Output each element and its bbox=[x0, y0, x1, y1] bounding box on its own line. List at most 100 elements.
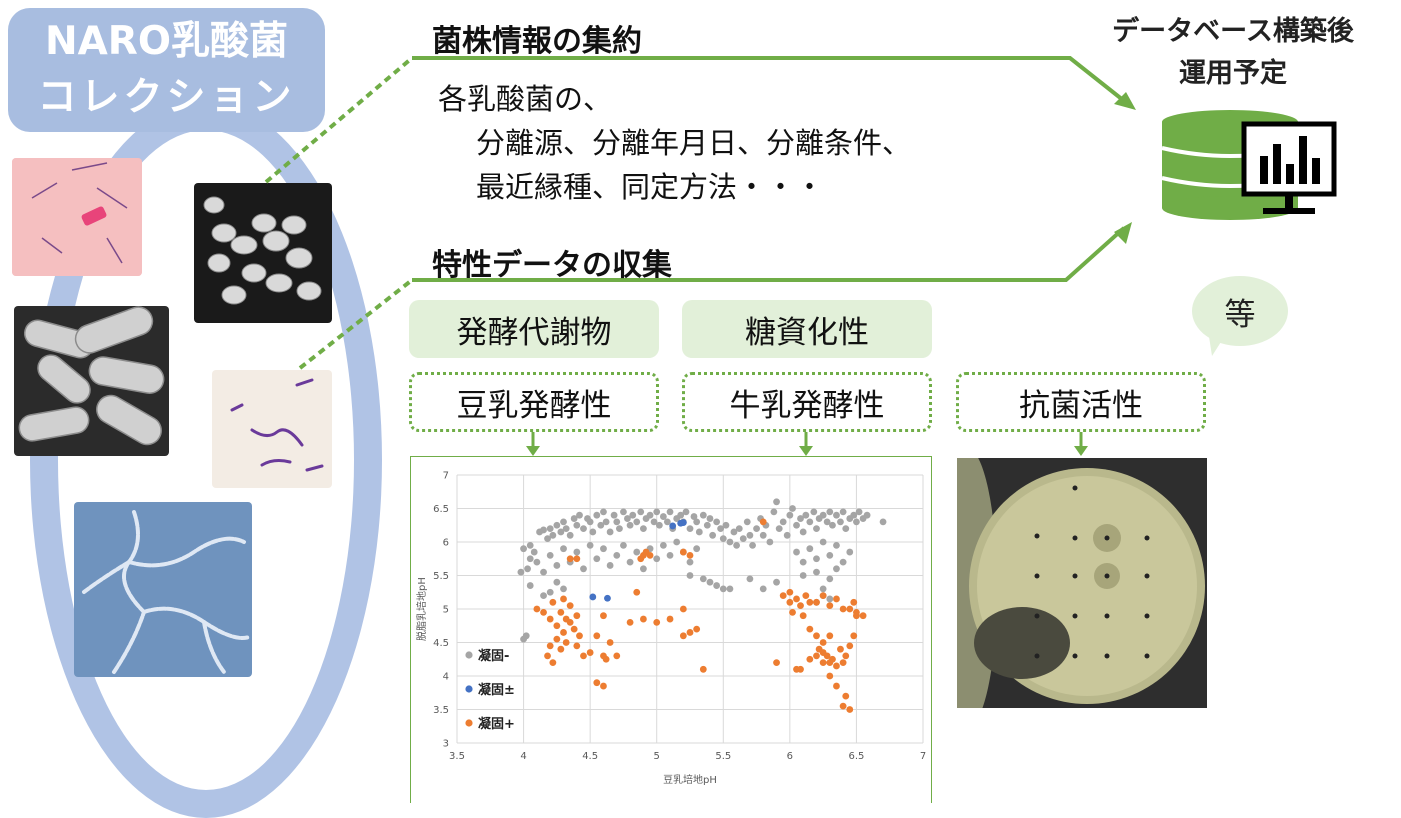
data-point bbox=[813, 598, 820, 606]
data-point bbox=[557, 608, 565, 616]
data-point bbox=[570, 515, 578, 522]
data-point bbox=[553, 635, 561, 643]
data-point bbox=[743, 518, 751, 526]
data-point bbox=[690, 513, 698, 520]
data-point bbox=[826, 672, 834, 680]
data-point bbox=[593, 679, 601, 687]
data-point bbox=[666, 508, 674, 516]
data-point bbox=[650, 518, 658, 526]
data-point bbox=[797, 665, 804, 673]
data-point bbox=[799, 528, 807, 536]
data-point bbox=[616, 525, 623, 532]
data-point bbox=[693, 545, 701, 553]
data-point bbox=[640, 615, 647, 623]
data-point bbox=[759, 585, 767, 593]
x-tick-label: 6.5 bbox=[848, 751, 864, 762]
x-tick-label: 6 bbox=[787, 751, 793, 762]
data-point bbox=[819, 585, 827, 593]
data-point bbox=[850, 632, 858, 640]
x-tick-label: 7 bbox=[920, 751, 926, 762]
data-point bbox=[863, 511, 871, 519]
data-point bbox=[786, 588, 794, 596]
data-point bbox=[839, 702, 847, 710]
data-point bbox=[540, 608, 547, 616]
chip-fermentation-metabolites: 発酵代謝物 bbox=[409, 300, 659, 358]
data-point bbox=[533, 605, 541, 613]
data-point bbox=[793, 521, 800, 529]
data-point bbox=[637, 508, 645, 516]
data-point bbox=[759, 531, 767, 539]
data-point bbox=[526, 582, 534, 589]
data-point bbox=[819, 511, 827, 519]
data-point bbox=[802, 592, 810, 599]
data-point bbox=[806, 598, 814, 606]
database-title-line1: データベース構築後 bbox=[1112, 16, 1354, 47]
x-axis-title: 豆乳培地pH bbox=[663, 773, 717, 786]
data-point bbox=[546, 552, 554, 559]
data-point bbox=[573, 521, 581, 529]
micrograph-dic-chains bbox=[74, 502, 252, 677]
data-point bbox=[779, 592, 787, 599]
data-point bbox=[799, 612, 807, 620]
data-point bbox=[562, 639, 570, 646]
data-point bbox=[853, 608, 860, 616]
data-point bbox=[833, 595, 840, 603]
data-point bbox=[580, 525, 587, 532]
x-tick-label: 5.5 bbox=[715, 751, 731, 762]
data-point bbox=[553, 562, 561, 569]
data-point bbox=[713, 582, 721, 589]
data-point bbox=[810, 508, 818, 516]
data-point bbox=[580, 565, 587, 573]
scatter-chart-frame: 3.5 4 4.5 5 5.5 6 6.5 7 3 3.5 4 4.5 5 5.5 6 6.5 7 凝固- 凝固±… bbox=[410, 456, 932, 803]
data-point bbox=[819, 538, 827, 546]
data-point bbox=[813, 555, 820, 563]
data-point bbox=[553, 521, 561, 529]
legend-label: 凝固+ bbox=[478, 716, 515, 732]
data-point bbox=[600, 545, 607, 553]
data-point bbox=[826, 632, 834, 640]
data-point bbox=[546, 642, 554, 650]
x-tick-label: 4 bbox=[520, 751, 526, 762]
data-point bbox=[833, 565, 840, 573]
strain-info-heading: 菌株情報の集約 bbox=[432, 24, 642, 59]
data-point bbox=[673, 538, 681, 546]
data-point bbox=[666, 552, 674, 559]
data-point bbox=[839, 508, 847, 516]
x-tick-label: 5 bbox=[654, 751, 660, 762]
data-point bbox=[719, 535, 727, 543]
data-point bbox=[540, 592, 547, 599]
data-point bbox=[799, 572, 807, 579]
data-point bbox=[842, 652, 850, 660]
data-point bbox=[813, 652, 820, 660]
data-point bbox=[793, 595, 800, 603]
y-tick-label: 5 bbox=[443, 605, 449, 616]
data-point bbox=[837, 518, 844, 526]
x-tick-label: 4.5 bbox=[582, 751, 598, 762]
data-point bbox=[586, 541, 594, 549]
data-point bbox=[679, 632, 687, 640]
data-point bbox=[859, 612, 867, 620]
y-tick-label: 6 bbox=[443, 538, 449, 549]
data-point bbox=[799, 558, 807, 566]
data-point bbox=[783, 531, 791, 539]
data-point bbox=[613, 552, 621, 559]
data-point bbox=[604, 594, 611, 602]
data-point bbox=[839, 558, 847, 566]
data-point bbox=[826, 659, 834, 666]
data-point bbox=[682, 508, 690, 516]
data-point bbox=[850, 511, 858, 519]
data-point bbox=[610, 511, 618, 519]
data-point bbox=[633, 548, 641, 556]
data-point bbox=[653, 619, 661, 626]
data-point bbox=[789, 608, 796, 616]
data-point bbox=[706, 515, 714, 522]
data-point bbox=[850, 598, 858, 606]
data-point bbox=[717, 525, 725, 532]
data-point bbox=[686, 552, 694, 559]
micrograph-sem-rods bbox=[14, 306, 169, 456]
data-point bbox=[653, 508, 661, 516]
data-point bbox=[544, 535, 551, 543]
data-point bbox=[526, 555, 534, 563]
data-point bbox=[540, 526, 547, 534]
collection-title-line1: NARO乳酸菌 bbox=[44, 19, 288, 64]
